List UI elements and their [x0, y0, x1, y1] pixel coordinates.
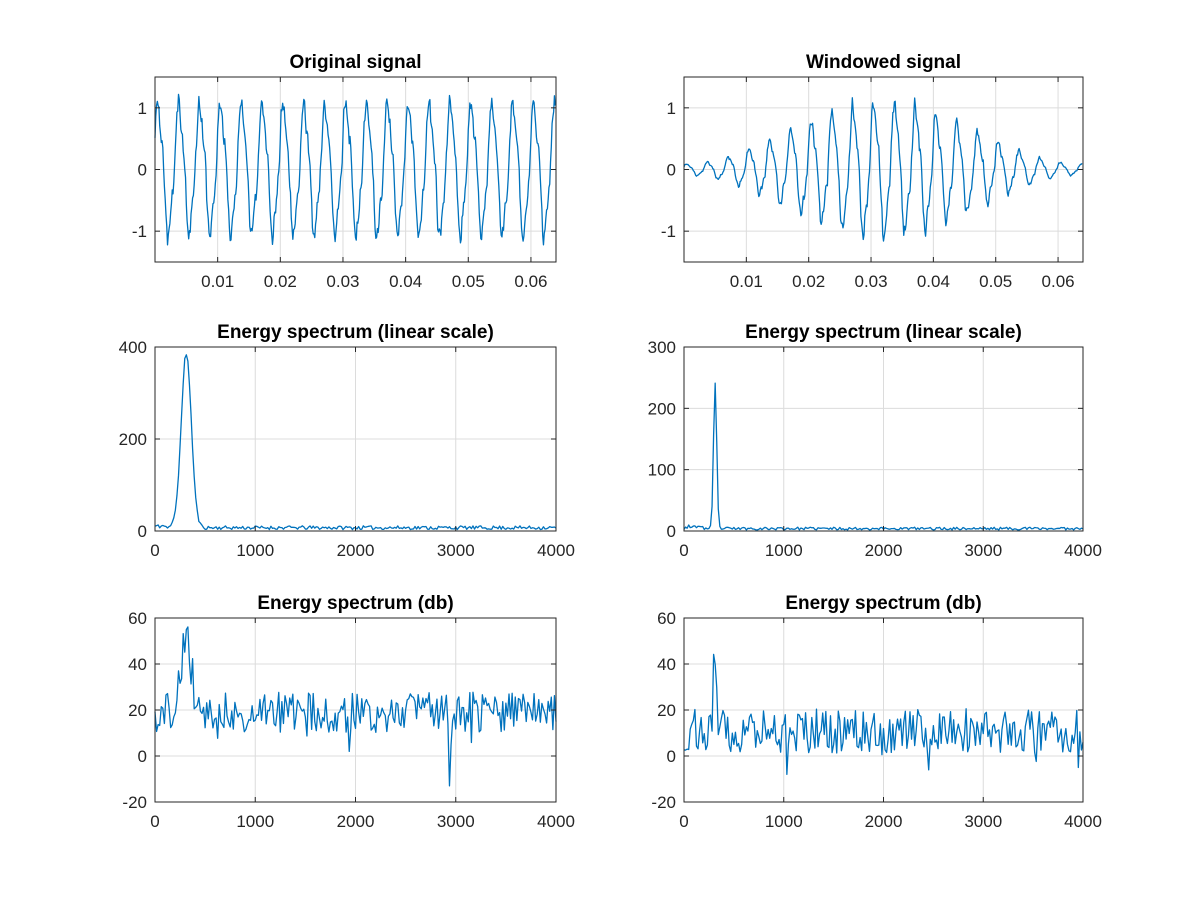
series-line	[683, 97, 1083, 242]
x-tick-label: 4000	[1064, 812, 1102, 831]
x-tick-label: 3000	[437, 812, 475, 831]
y-tick-label: 0	[667, 522, 676, 541]
x-tick-label: 4000	[1064, 541, 1102, 560]
x-tick-label: 4000	[537, 541, 575, 560]
y-tick-label: 0	[138, 161, 147, 180]
x-tick-label: 0.01	[730, 272, 763, 291]
y-tick-label: 400	[119, 338, 147, 357]
y-tick-label: 60	[128, 609, 147, 628]
x-tick-label: 2000	[337, 812, 375, 831]
y-tick-label: 300	[648, 338, 676, 357]
x-tick-label: 3000	[437, 541, 475, 560]
y-tick-label: 100	[648, 461, 676, 480]
x-tick-label: 0.04	[917, 272, 950, 291]
y-tick-label: 20	[128, 701, 147, 720]
y-tick-label: 200	[648, 399, 676, 418]
y-tick-label: -20	[651, 793, 676, 812]
y-tick-label: 0	[138, 747, 147, 766]
subplot-title: Windowed signal	[806, 52, 961, 73]
subplot-2: 0.01 0.02 0.03 0.04 0.05 0.06 -1 0 1 Windowed sig…	[661, 52, 1084, 291]
x-tick-label: 0.02	[792, 272, 825, 291]
y-tick-label: -1	[132, 222, 147, 241]
x-tick-label: 0	[150, 812, 159, 831]
series-line	[683, 653, 1084, 776]
x-tick-label: 4000	[537, 812, 575, 831]
x-tick-label: 2000	[865, 541, 903, 560]
y-tick-label: 200	[119, 430, 147, 449]
x-tick-label: 1000	[765, 541, 803, 560]
y-tick-label: 40	[657, 655, 676, 674]
subplot-4: 0 1000 2000 3000 4000 0 100 200 300 Energy spectr…	[648, 322, 1102, 560]
subplot-title: Energy spectrum (linear scale)	[217, 322, 494, 343]
x-tick-label: 3000	[964, 541, 1002, 560]
subplot-title: Energy spectrum (linear scale)	[745, 322, 1022, 343]
x-tick-label: 0.05	[452, 272, 485, 291]
subplot-title: Energy spectrum (db)	[785, 593, 981, 614]
x-tick-label: 0.04	[389, 272, 422, 291]
x-tick-label: 2000	[337, 541, 375, 560]
y-tick-label: 0	[138, 522, 147, 541]
y-tick-label: 40	[128, 655, 147, 674]
series-line	[154, 626, 557, 787]
x-tick-label: 0	[679, 541, 688, 560]
x-tick-label: 2000	[865, 812, 903, 831]
x-tick-label: 0.06	[1042, 272, 1075, 291]
x-tick-label: 0	[679, 812, 688, 831]
y-tick-label: -20	[122, 793, 147, 812]
y-tick-label: 0	[667, 161, 676, 180]
x-tick-label: 1000	[236, 812, 274, 831]
y-tick-label: 0	[667, 747, 676, 766]
y-tick-label: 20	[657, 701, 676, 720]
subplot-title: Original signal	[290, 52, 422, 73]
series-line	[154, 93, 556, 246]
y-tick-label: 60	[657, 609, 676, 628]
subplot-3: 0 1000 2000 3000 4000 0 200 400 Energy spectrum …	[119, 322, 575, 560]
x-tick-label: 0	[150, 541, 159, 560]
x-tick-label: 0.01	[201, 272, 234, 291]
x-tick-label: 1000	[765, 812, 803, 831]
subplot-title: Energy spectrum (db)	[257, 593, 453, 614]
y-tick-label: -1	[661, 222, 676, 241]
subplot-1: 0.01 0.02 0.03 0.04 0.05 0.06 -1 0 1 Original sig…	[132, 52, 557, 291]
y-tick-label: 1	[138, 99, 147, 118]
x-tick-label: 0.05	[979, 272, 1012, 291]
x-tick-label: 0.02	[264, 272, 297, 291]
x-tick-label: 3000	[964, 812, 1002, 831]
x-tick-label: 0.03	[326, 272, 359, 291]
x-tick-label: 1000	[236, 541, 274, 560]
x-tick-label: 0.03	[854, 272, 887, 291]
x-tick-label: 0.06	[514, 272, 547, 291]
y-tick-label: 1	[667, 99, 676, 118]
